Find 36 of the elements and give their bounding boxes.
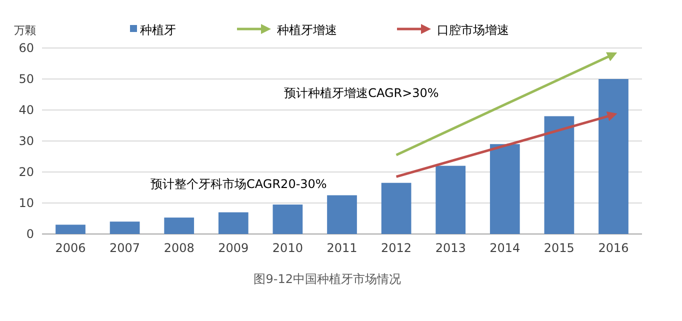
legend-label: 口腔市场增速 [437, 23, 509, 37]
x-tick-label: 2016 [598, 241, 629, 255]
text: 图9-12中国种植牙市场情况 [254, 272, 401, 286]
x-tick-label: 2015 [544, 241, 574, 255]
bar [436, 166, 466, 234]
legend-label: 种植牙增速 [277, 23, 337, 37]
y-tick-label: 60 [18, 41, 34, 56]
bar [490, 144, 520, 234]
bar [110, 222, 140, 234]
y-tick-label: 20 [18, 165, 34, 180]
y-tick-label: 50 [18, 72, 34, 86]
bar [598, 79, 628, 234]
x-tick-label: 2011 [326, 241, 358, 255]
bar [327, 195, 357, 234]
y-tick-label: 30 [18, 134, 34, 148]
annotation: 预计整个牙科市场CAGR20-30% [150, 177, 327, 191]
x-tick-label: 2012 [381, 241, 412, 255]
x-tick-label: 2008 [164, 241, 194, 255]
bar [164, 218, 194, 234]
x-tick-label: 2014 [490, 241, 520, 255]
bar [218, 212, 248, 234]
annotation: 预计种植牙增速CAGR>30% [284, 86, 439, 100]
x-tick-label: 2007 [110, 241, 140, 255]
y-tick-label: 0 [26, 227, 34, 242]
x-tick-label: 2009 [218, 241, 249, 255]
legend-label: 种植牙 [140, 23, 176, 37]
x-tick-label: 2010 [272, 241, 303, 255]
bar [381, 182, 412, 234]
y-axis-title: 万颗 [14, 24, 36, 37]
y-tick-label: 40 [18, 103, 34, 118]
x-tick-label: 2013 [435, 241, 466, 255]
x-tick-label: 2006 [55, 241, 86, 255]
bar [56, 224, 86, 234]
bar [272, 204, 303, 234]
bar [544, 116, 574, 234]
y-tick-label: 10 [18, 196, 34, 210]
